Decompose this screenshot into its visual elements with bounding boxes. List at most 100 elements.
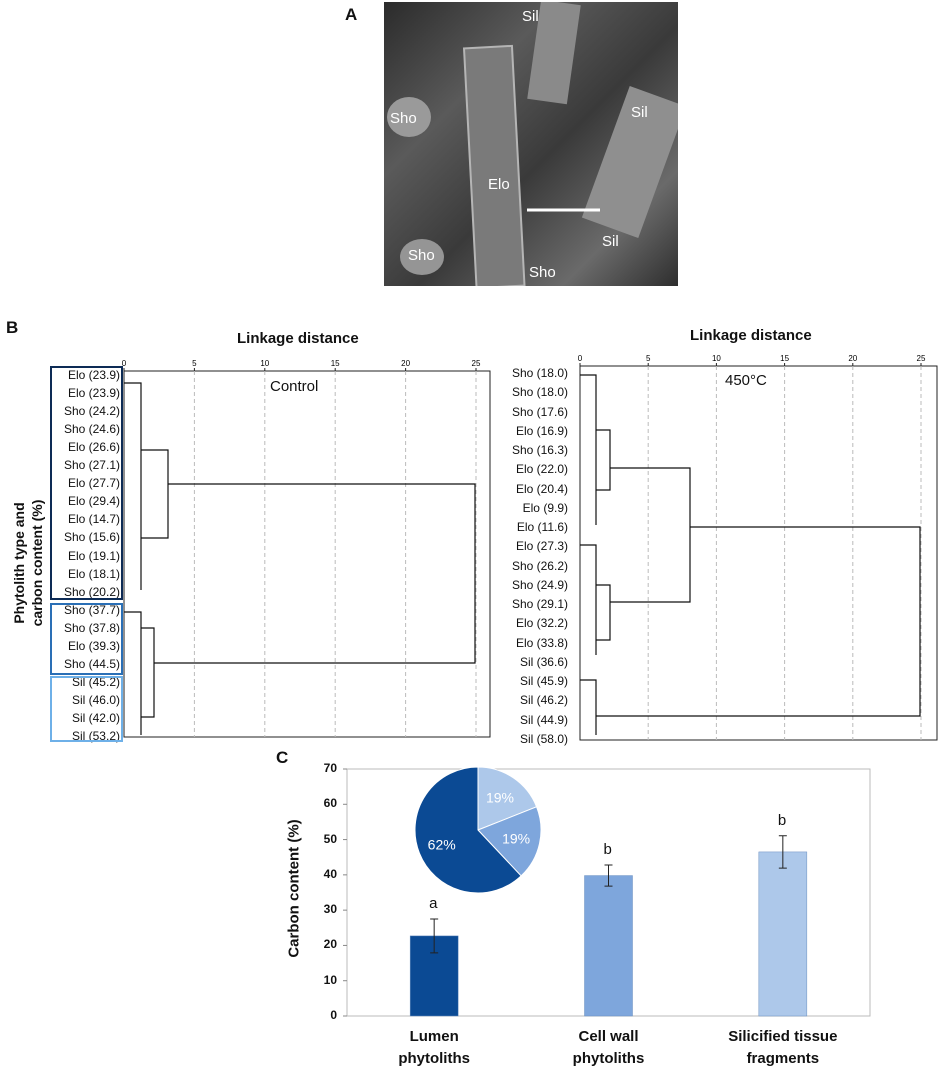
panel-letter-b: B <box>6 318 19 337</box>
leaf-label: Sil (46.2) <box>519 693 568 708</box>
sem-label-sho-left: Sho <box>390 110 417 127</box>
leaf-label: Sho (17.6) <box>511 404 568 419</box>
leaf-label: Elo (27.7) <box>67 476 120 491</box>
error-bar <box>778 835 787 869</box>
sem-micrograph: Sil Sho Sil Elo Sil Sho Sho <box>384 0 687 290</box>
sem-label-sil-right: Sil <box>631 104 648 121</box>
sem-label-sil-top: Sil <box>522 8 539 25</box>
leaf-label: Sil (45.2) <box>71 674 120 689</box>
sem-label-sho-bottom: Sho <box>529 264 556 281</box>
category-label-line: phytoliths <box>398 1050 470 1067</box>
leaf-label: Sho (18.0) <box>511 366 568 380</box>
tick-label: 15 <box>780 354 789 363</box>
y-tick-label: 60 <box>323 796 337 811</box>
error-bar <box>430 918 439 954</box>
bar <box>584 875 633 1017</box>
category-label-line: fragments <box>746 1050 820 1067</box>
control-group-box-2 <box>50 603 123 675</box>
tick-label: 20 <box>401 359 410 368</box>
pie-slice <box>477 806 542 877</box>
category-label-line: Lumen <box>409 1028 459 1045</box>
tick-label: 25 <box>917 354 926 363</box>
hot-cluster-a-link <box>596 429 611 491</box>
control-root-link <box>154 483 476 664</box>
control-cluster-bc-link <box>141 627 155 718</box>
leaf-label: Sil (45.9) <box>519 674 568 689</box>
leaf-label: Sil (58.0) <box>519 732 568 746</box>
leaf-label: Elo (27.3) <box>515 539 568 554</box>
hot-cluster-c <box>580 679 597 735</box>
category-label-line: phytoliths <box>572 1050 645 1067</box>
sem-image <box>387 0 687 290</box>
pie-slice <box>414 766 522 894</box>
leaf-label: Sil (53.2) <box>71 729 120 743</box>
leaf-label: Elo (16.9) <box>515 423 568 438</box>
pie-slice-label: 62% <box>428 836 456 852</box>
leaf-label: Elo (11.6) <box>516 520 568 535</box>
control-cluster-ab-link <box>141 449 169 539</box>
hot-cluster-b-link <box>596 584 611 641</box>
control-group-box-1 <box>50 366 123 600</box>
pie-slice-label: 19% <box>486 790 514 806</box>
hot-cluster-a <box>580 374 597 525</box>
leaf-label: Sho (37.7) <box>63 602 120 617</box>
leaf-label: Elo (18.1) <box>67 566 120 581</box>
leaf-label: Elo (23.9) <box>67 386 120 401</box>
sem-label-sho-bottom-left: Sho <box>408 247 435 264</box>
leaf-label: Sho (18.0) <box>511 385 568 400</box>
error-bar <box>604 864 613 887</box>
leaf-label: Elo (23.9) <box>67 368 120 382</box>
panel-letter-a: A <box>345 5 358 24</box>
tick-label: 10 <box>712 354 721 363</box>
control-linkage-title: Linkage distance <box>237 330 359 347</box>
y-tick-label: 30 <box>323 902 337 917</box>
control-group-box-3 <box>50 676 123 742</box>
hot-plot-frame <box>579 365 938 741</box>
tick-label: 5 <box>192 359 197 368</box>
sem-label-elo: Elo <box>488 176 510 193</box>
silicified-fragment-shape-2 <box>581 85 687 239</box>
hot-linkage-title: Linkage distance <box>690 327 812 344</box>
category-label: Silicified tissue fragments <box>693 1026 873 1070</box>
category-label: Cell wall phytoliths <box>519 1026 699 1070</box>
y-tick-label: 70 <box>323 761 337 775</box>
y-tick-label: 10 <box>323 972 337 987</box>
category-label-line: Silicified tissue <box>728 1028 838 1045</box>
bar <box>758 851 808 1017</box>
leaf-label: Sho (24.2) <box>63 404 120 419</box>
leaf-label: Sho (16.3) <box>511 443 568 458</box>
leaf-label: Elo (9.9) <box>522 500 568 515</box>
short-cell-shape <box>387 97 431 137</box>
leaf-label: Sil (46.0) <box>71 692 120 707</box>
significance-letter: b <box>777 811 787 829</box>
panel-letter-c: C <box>276 748 289 767</box>
tick-label: 0 <box>122 359 127 368</box>
leaf-label: Sho (15.6) <box>63 530 120 545</box>
leaf-label: Sho (24.6) <box>63 422 120 437</box>
tick-label: 5 <box>646 354 651 363</box>
leaf-label: Elo (33.8) <box>515 635 568 650</box>
tick-label: 10 <box>260 359 269 368</box>
significance-letter: b <box>603 840 612 858</box>
leaf-label: Sho (24.9) <box>511 577 568 592</box>
leaf-label: Sho (29.1) <box>511 597 568 612</box>
leaf-label: Elo (19.1) <box>67 548 120 563</box>
leaf-label: Elo (20.4) <box>515 481 568 496</box>
leaf-label: Elo (39.3) <box>67 638 120 653</box>
hot-condition-label: 450°C <box>725 372 767 389</box>
hot-root-link <box>596 526 921 717</box>
tick-label: 15 <box>331 359 340 368</box>
y-tick-label: 40 <box>323 866 337 881</box>
leaf-label: Elo (14.7) <box>67 512 120 527</box>
pie-slice-label: 19% <box>502 831 530 847</box>
hot-cluster-ab-link <box>610 467 691 603</box>
leaf-label: Elo (26.6) <box>67 440 120 455</box>
leaf-label: Elo (32.2) <box>515 616 568 631</box>
hot-dendrogram: 0 5 10 15 20 25 <box>578 354 938 741</box>
leaf-label: Sho (20.2) <box>63 584 120 599</box>
control-cluster-b <box>124 611 142 735</box>
leaf-label: Elo (29.4) <box>67 494 120 509</box>
category-label: Lumen phytoliths <box>344 1026 524 1070</box>
leaf-label: Sil (36.6) <box>519 654 568 669</box>
